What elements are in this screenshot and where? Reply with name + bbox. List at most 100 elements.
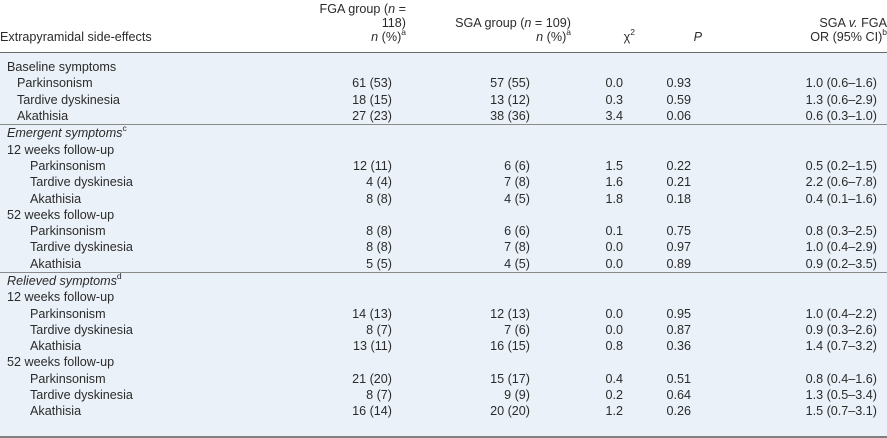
chi2-value: 0.0 xyxy=(605,322,623,337)
table-row: Akathisia 16 (14) 20 (20) 1.2 0.26 1.5 (0.7–3… xyxy=(0,403,887,419)
empty-cell xyxy=(571,271,635,290)
empty-cell xyxy=(702,354,887,370)
chi2-value: 1.2 xyxy=(605,404,623,419)
table-row: Tardive dyskinesia 18 (15) 13 (12) 0.3 0.59 1… xyxy=(0,92,887,108)
fga-n-pct-header: n (%)a xyxy=(298,28,406,53)
empty-cell xyxy=(406,289,571,305)
p-value: 0.26 xyxy=(666,404,691,419)
section-title: Relieved symptomsd xyxy=(0,272,298,290)
empty-cell xyxy=(571,124,635,142)
subgroup-title: 52 weeks follow-up xyxy=(7,207,115,222)
fga-value: 8 (7) xyxy=(366,388,392,403)
sga-value: 7 (8) xyxy=(504,240,530,255)
chi2-value: 3.4 xyxy=(605,109,623,124)
row-label: Akathisia xyxy=(30,191,82,206)
subgroup-row: 12 weeks follow-up xyxy=(0,289,887,305)
or-value: 0.8 (0.4–1.6) xyxy=(805,371,877,386)
subgroup-title: 52 weeks follow-up xyxy=(7,355,115,370)
table-row: Parkinsonism 8 (8) 6 (6) 0.1 0.75 0.8 (0.3–2.… xyxy=(0,223,887,239)
table-body: Baseline symptoms Parkinsonism 61 (53) 57 (… xyxy=(0,53,887,420)
fga-value: 16 (14) xyxy=(352,404,392,419)
row-label: Akathisia xyxy=(30,256,82,271)
sga-value: 20 (20) xyxy=(490,404,530,419)
empty-cell xyxy=(635,124,702,142)
or-value: 1.0 (0.4–2.9) xyxy=(805,240,877,255)
section-row: Baseline symptoms xyxy=(0,53,887,76)
empty-cell xyxy=(635,53,702,76)
p-value: 0.97 xyxy=(666,240,691,255)
row-label: Tardive dyskinesia xyxy=(30,240,133,255)
empty-cell xyxy=(298,354,406,370)
fga-value: 13 (11) xyxy=(353,339,392,354)
fga-value: 27 (23) xyxy=(352,109,392,124)
fga-value: 8 (8) xyxy=(366,240,392,255)
or-value: 1.5 (0.7–3.1) xyxy=(805,404,877,419)
chi2-value: 0.8 xyxy=(605,339,623,354)
row-label: Akathisia xyxy=(30,339,82,354)
or-value: 0.8 (0.3–2.5) xyxy=(805,224,877,239)
chi2-value: 0.0 xyxy=(605,256,623,271)
empty-cell xyxy=(406,271,571,290)
subgroup-row: 12 weeks follow-up xyxy=(0,141,887,157)
fga-value: 8 (7) xyxy=(366,322,392,337)
p-value: 0.59 xyxy=(666,92,691,107)
empty-cell xyxy=(406,124,571,142)
or-value: 1.3 (0.6–2.9) xyxy=(805,92,877,107)
row-label: Parkinsonism xyxy=(30,158,106,173)
section-title-text: Emergent symptoms xyxy=(7,126,123,141)
chi-square-header: χ2 xyxy=(571,28,635,53)
empty-cell xyxy=(702,141,887,157)
table-row: Parkinsonism 14 (13) 12 (13) 0.0 0.95 1.0 (0.… xyxy=(0,305,887,321)
p-value-header: P xyxy=(635,30,702,53)
p-value: 0.22 xyxy=(666,158,691,173)
empty-cell xyxy=(298,141,406,157)
p-value: 0.36 xyxy=(666,339,691,354)
p-value: 0.51 xyxy=(666,371,691,386)
row-label: Akathisia xyxy=(17,109,69,124)
fga-value: 5 (5) xyxy=(366,256,392,271)
empty-cell xyxy=(571,207,635,223)
or-value: 0.4 (0.1–1.6) xyxy=(805,191,877,206)
or-header-line1: SGA v. FGA xyxy=(819,16,887,30)
chi2-value: 1.6 xyxy=(605,175,623,190)
table-row: Akathisia 13 (11) 16 (15) 0.8 0.36 1.4 (0.7–3… xyxy=(0,338,887,354)
chi2-value: 0.1 xyxy=(605,224,623,239)
empty-cell xyxy=(702,207,887,223)
section-title: Emergent symptomsc xyxy=(0,124,298,142)
section-title-text: Baseline symptoms xyxy=(7,60,117,75)
sga-value: 38 (36) xyxy=(490,109,530,124)
table-header: FGA group (n = 118) SGA group (n = 109) … xyxy=(0,0,887,53)
chi2-value: 0.0 xyxy=(605,240,623,255)
table-row: Tardive dyskinesia 8 (7) 9 (9) 0.2 0.64 1.3 (… xyxy=(0,387,887,403)
p-value: 0.18 xyxy=(666,191,691,206)
row-label: Parkinsonism xyxy=(17,76,93,91)
empty-cell xyxy=(406,141,571,157)
bottom-rule xyxy=(0,436,887,438)
row-label: Parkinsonism xyxy=(30,224,106,239)
empty-cell xyxy=(702,53,887,76)
empty-cell xyxy=(702,271,887,290)
section-title-text: Relieved symptoms xyxy=(7,274,117,288)
sga-value: 4 (5) xyxy=(504,191,530,206)
or-value: 1.0 (0.4–2.2) xyxy=(805,306,877,321)
column-header-side-effects: Extrapyramidal side-effects xyxy=(0,30,298,53)
or-value: 2.2 (0.6–7.8) xyxy=(805,175,877,190)
sga-value: 6 (6) xyxy=(504,158,530,173)
chi2-value: 0.4 xyxy=(605,371,623,386)
fga-value: 14 (13) xyxy=(352,306,392,321)
table-row: Tardive dyskinesia 4 (4) 7 (8) 1.6 0.21 2.2 (… xyxy=(0,174,887,190)
empty-cell xyxy=(635,354,702,370)
p-value: 0.93 xyxy=(666,76,691,91)
p-value: 0.75 xyxy=(666,224,691,239)
empty-cell xyxy=(406,53,571,76)
or-value: 0.9 (0.2–3.5) xyxy=(805,256,877,271)
empty-cell xyxy=(635,289,702,305)
row-label: Parkinsonism xyxy=(30,371,106,386)
sga-value: 57 (55) xyxy=(490,76,530,91)
empty-cell xyxy=(571,53,635,76)
chi2-value: 0.0 xyxy=(605,76,623,91)
p-value: 0.06 xyxy=(666,109,691,124)
p-value: 0.95 xyxy=(666,306,691,321)
subgroup-title: 12 weeks follow-up xyxy=(7,290,115,305)
